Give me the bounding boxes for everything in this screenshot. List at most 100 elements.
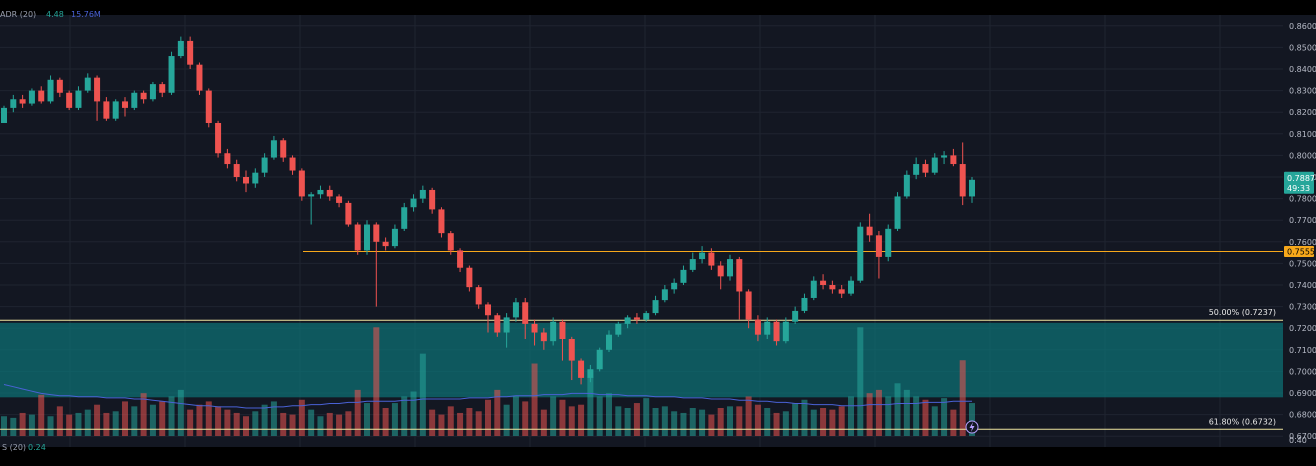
candle-body bbox=[875, 235, 882, 257]
volume-bar bbox=[633, 403, 640, 436]
level-price-tag: 0.7555 bbox=[1284, 246, 1315, 258]
candle-body bbox=[671, 282, 678, 290]
volume-bar bbox=[466, 408, 473, 436]
volume-bar bbox=[652, 408, 659, 436]
candle-body bbox=[354, 224, 361, 251]
candle-body bbox=[745, 291, 752, 320]
volume-bar bbox=[280, 412, 287, 436]
volume-bar bbox=[559, 399, 566, 436]
fib-50-label: 50.00% (0.7237) bbox=[1209, 308, 1276, 317]
candle-body bbox=[801, 297, 808, 311]
candle-body bbox=[885, 228, 892, 257]
candle-body bbox=[950, 155, 957, 165]
candle-body bbox=[810, 280, 817, 298]
candle-body bbox=[615, 323, 622, 335]
bottom-indicator-legend: S (20) 0.24 bbox=[2, 443, 46, 452]
volume-bar bbox=[122, 401, 128, 436]
candle-body bbox=[103, 101, 110, 119]
candle-body bbox=[727, 259, 733, 277]
volume-bar bbox=[969, 403, 975, 436]
volume-bar bbox=[959, 360, 966, 436]
candle-body bbox=[382, 241, 389, 247]
volume-bar bbox=[838, 406, 845, 436]
top-indicator-label: ADR (20) bbox=[0, 10, 36, 19]
candle-body bbox=[596, 349, 603, 370]
volume-bar bbox=[736, 406, 743, 436]
price-axis-background bbox=[1283, 15, 1316, 447]
candle-body bbox=[512, 302, 519, 318]
candle-body bbox=[308, 194, 315, 197]
candle-body bbox=[243, 177, 249, 184]
price-axis-tick: 0.7500 bbox=[1289, 259, 1316, 268]
candle-body bbox=[215, 123, 222, 154]
candle-body bbox=[364, 224, 370, 251]
candle-body bbox=[419, 189, 426, 199]
candle-body bbox=[624, 317, 631, 324]
candle-body bbox=[261, 157, 268, 173]
candle-body bbox=[838, 289, 845, 294]
candle-body bbox=[494, 315, 501, 333]
price-axis[interactable]: 0.8600 0.8500 0.8400 0.8300 0.8200 0.8100 0.80… bbox=[1283, 15, 1316, 447]
candle-body bbox=[587, 369, 594, 378]
fib-zone-band bbox=[0, 322, 1283, 398]
volume-bar bbox=[354, 389, 361, 436]
volume-bar bbox=[810, 409, 817, 436]
price-axis-tick: 0.8600 bbox=[1289, 22, 1316, 31]
candle-body bbox=[764, 321, 771, 335]
volume-bar bbox=[671, 411, 678, 436]
top-indicator-value-1: 4.48 bbox=[46, 10, 64, 19]
candle-body bbox=[224, 153, 231, 165]
volume-bar bbox=[326, 412, 333, 436]
volume-bar bbox=[112, 411, 119, 436]
candle-body bbox=[959, 164, 966, 197]
candle-body bbox=[56, 79, 63, 93]
volume-bar bbox=[848, 396, 854, 436]
volume-bar bbox=[233, 412, 240, 436]
candle-body bbox=[754, 319, 761, 335]
price-axis-tick: 0.6800 bbox=[1289, 411, 1316, 420]
volume-bar bbox=[708, 414, 715, 436]
candle-body bbox=[131, 92, 138, 108]
volume-bar bbox=[243, 416, 249, 436]
candle-body bbox=[661, 289, 668, 301]
candle-body bbox=[522, 302, 529, 324]
alert-lightning-icon[interactable] bbox=[965, 420, 979, 434]
volume-bar bbox=[373, 327, 380, 436]
volume-bar bbox=[773, 412, 780, 436]
volume-bar bbox=[485, 399, 491, 436]
candle-body bbox=[931, 157, 938, 173]
volume-bar bbox=[94, 404, 101, 436]
candle-body bbox=[233, 164, 240, 177]
volume-bar bbox=[661, 406, 668, 436]
volume-bar bbox=[1, 416, 7, 436]
volume-bar bbox=[754, 404, 761, 436]
volume-bar bbox=[866, 393, 873, 436]
candle-body bbox=[438, 209, 445, 234]
volume-bar bbox=[168, 396, 175, 436]
volume-bar bbox=[540, 409, 547, 436]
candlesticks bbox=[1, 36, 975, 385]
price-axis-tick: 0.7700 bbox=[1289, 216, 1316, 225]
volume-bar bbox=[270, 401, 277, 436]
volume-bar bbox=[140, 393, 147, 436]
volume-bar bbox=[447, 406, 454, 436]
candle-body bbox=[652, 300, 659, 314]
candle-body bbox=[689, 259, 696, 270]
volume-bar bbox=[885, 396, 892, 436]
lightning-bolt-icon bbox=[969, 422, 975, 432]
price-axis-tick: 0.7300 bbox=[1289, 303, 1316, 312]
candle-body bbox=[177, 40, 184, 57]
candle-body bbox=[326, 189, 333, 197]
candle-body bbox=[457, 250, 464, 268]
volume-bar bbox=[298, 399, 305, 436]
candle-body bbox=[429, 189, 436, 210]
candle-body bbox=[559, 321, 566, 339]
candle-body bbox=[298, 170, 305, 197]
volume-bar bbox=[75, 412, 82, 436]
volume-bar bbox=[19, 412, 26, 436]
price-axis-tick: 0.7000 bbox=[1289, 367, 1316, 376]
candle-body bbox=[187, 40, 194, 65]
volume-bar bbox=[364, 403, 370, 436]
